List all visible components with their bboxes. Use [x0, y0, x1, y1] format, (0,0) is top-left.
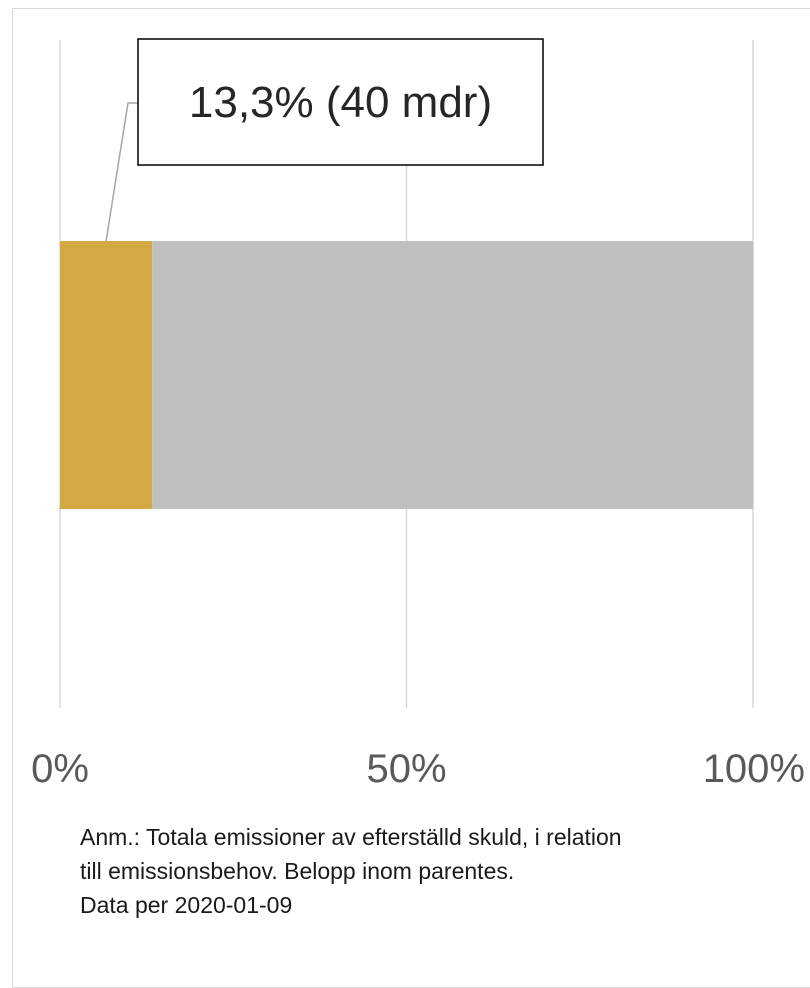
note-line-3: Data per 2020-01-09: [80, 892, 293, 918]
callout-leader-line: [105, 102, 138, 242]
chart-note: Anm.: Totala emissioner av efterställd s…: [80, 820, 780, 922]
x-tick-label-2: 100%: [703, 747, 805, 791]
callout-box: [137, 38, 544, 166]
x-tick-label-1: 50%: [366, 747, 446, 791]
chart: 13,3% (40 mdr) 0% 50% 100%: [31, 38, 805, 791]
callout: 13,3% (40 mdr): [105, 38, 544, 242]
note-line-2: till emissionsbehov. Belopp inom parente…: [80, 858, 515, 884]
x-tick-labels: 0% 50% 100%: [31, 747, 805, 791]
callout-label: 13,3% (40 mdr): [189, 78, 492, 127]
bars: [60, 241, 753, 509]
x-tick-label-0: 0%: [31, 747, 89, 791]
bar-segment-0: [60, 241, 153, 509]
note-line-1: Anm.: Totala emissioner av efterställd s…: [80, 824, 622, 850]
bar-segment-1: [152, 241, 753, 509]
